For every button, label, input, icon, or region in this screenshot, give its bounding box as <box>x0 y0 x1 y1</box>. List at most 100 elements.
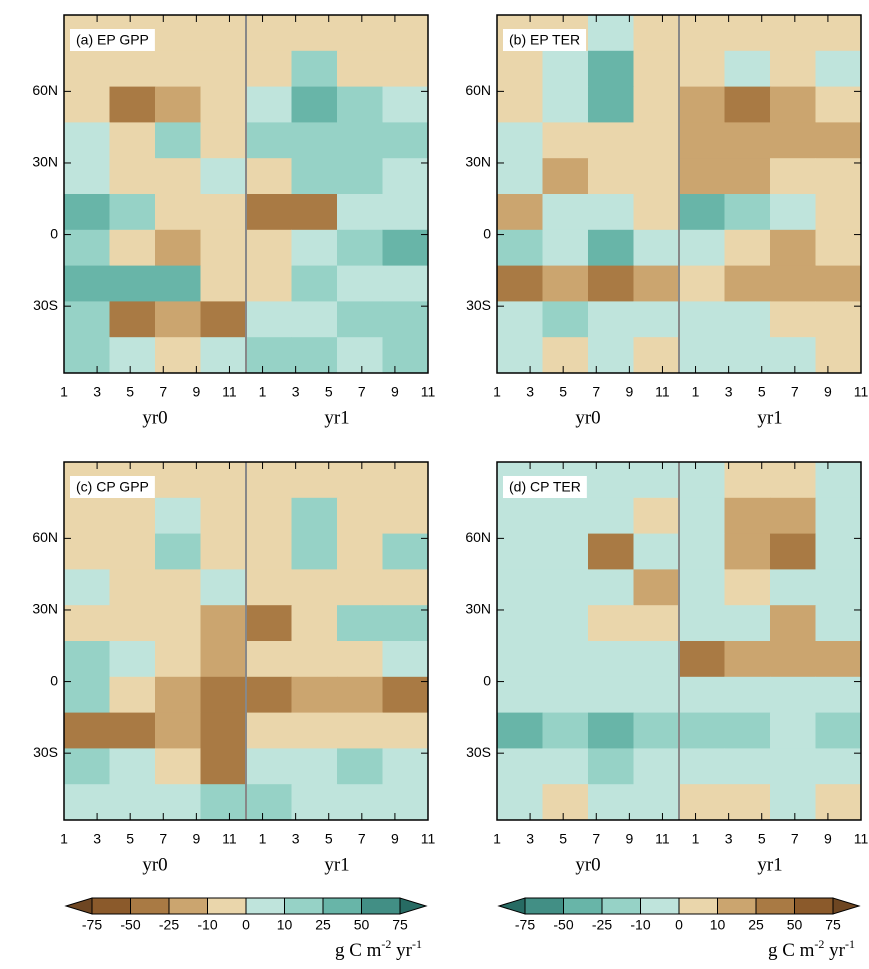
field-cell <box>246 229 292 267</box>
field-cell <box>679 497 725 535</box>
field-cell <box>291 462 338 499</box>
field-cell <box>497 605 543 642</box>
field-cell <box>815 497 862 535</box>
field-cell <box>633 229 680 267</box>
plot-frame <box>496 14 862 374</box>
colorbar-box <box>717 897 757 915</box>
field-cell <box>337 122 383 159</box>
field-cell <box>291 533 338 570</box>
field-cell <box>64 712 110 749</box>
field-cell <box>724 265 771 302</box>
field-cell <box>337 50 383 88</box>
field-cell <box>246 533 292 570</box>
field-cell <box>337 265 383 302</box>
field-cell <box>588 122 634 159</box>
field-cell <box>200 301 247 338</box>
field-cell <box>382 712 429 749</box>
field-cell <box>588 50 634 88</box>
colorbar-box <box>130 897 170 915</box>
x-tick-label: 3 <box>93 831 101 847</box>
field-cell <box>337 229 383 267</box>
colorbar-box <box>678 897 718 915</box>
field-cell <box>155 748 201 785</box>
field-cell <box>246 712 292 749</box>
field-cell <box>588 15 634 52</box>
field-cell <box>724 533 771 570</box>
field-cell <box>64 497 110 535</box>
field-cell <box>497 641 543 678</box>
x-tick-label: 3 <box>292 384 300 400</box>
x-tick-label: 5 <box>758 831 766 847</box>
field-cell <box>155 229 201 267</box>
field-cell <box>337 337 383 374</box>
field-cell <box>155 569 201 606</box>
field-cell <box>679 194 725 231</box>
field-cell <box>109 122 156 159</box>
field-cell <box>770 605 816 642</box>
field-cell <box>246 194 292 231</box>
field-cell <box>246 497 292 535</box>
x-tick-label: 9 <box>192 831 200 847</box>
field-cell <box>679 712 725 749</box>
field-cell <box>382 265 429 302</box>
y-tick-label: 30S <box>466 297 491 313</box>
field-cell <box>246 676 292 714</box>
x-group-label: yr1 <box>324 854 349 875</box>
field-cell <box>291 641 338 678</box>
x-tick-label: 1 <box>60 384 68 400</box>
field-cell <box>542 50 589 88</box>
field-cell <box>64 676 110 714</box>
title-box <box>503 476 587 498</box>
field-cell <box>200 462 247 499</box>
colorbar-box <box>284 897 324 915</box>
field-cell <box>542 533 589 570</box>
colorbar-end <box>399 897 428 915</box>
x-tick-label: 5 <box>325 831 333 847</box>
field-cell <box>200 86 247 123</box>
field-cell <box>337 569 383 606</box>
field-cell <box>64 337 110 374</box>
x-tick-label: 1 <box>493 831 501 847</box>
field-cell <box>337 301 383 338</box>
field-cell <box>770 122 816 159</box>
field-cell <box>633 15 680 52</box>
field-cell <box>724 748 771 785</box>
field-cell <box>633 265 680 302</box>
x-tick-label: 9 <box>625 384 633 400</box>
field-cell <box>64 229 110 267</box>
field-cell <box>337 784 383 821</box>
field-cell <box>291 676 338 714</box>
field-cell <box>155 50 201 88</box>
field-cell <box>770 50 816 88</box>
field-cell <box>588 265 634 302</box>
field-cell <box>679 641 725 678</box>
field-cell <box>291 265 338 302</box>
field-cell <box>291 86 338 123</box>
field-cell <box>815 15 862 52</box>
field-cell <box>679 122 725 159</box>
field-cell <box>679 748 725 785</box>
field-cell <box>497 569 543 606</box>
field-cell <box>815 229 862 267</box>
field-cell <box>815 86 862 123</box>
field-cell <box>497 265 543 302</box>
field-cell <box>679 533 725 570</box>
field-cell <box>815 301 862 338</box>
colorbar-label: 50 <box>787 917 803 933</box>
field-cell <box>382 301 429 338</box>
field-cell <box>770 301 816 338</box>
field-cell <box>497 194 543 231</box>
field-cell <box>155 676 201 714</box>
field-cell <box>633 122 680 159</box>
field-cell <box>64 158 110 195</box>
field-cell <box>633 158 680 195</box>
field-cell <box>382 86 429 123</box>
colorbar-box <box>563 897 603 915</box>
field-cell <box>724 194 771 231</box>
field-cell <box>542 229 589 267</box>
field-cell <box>291 122 338 159</box>
x-tick-label: 11 <box>655 384 670 400</box>
field-cell <box>815 676 862 714</box>
field-cell <box>291 15 338 52</box>
field-cell <box>382 462 429 499</box>
